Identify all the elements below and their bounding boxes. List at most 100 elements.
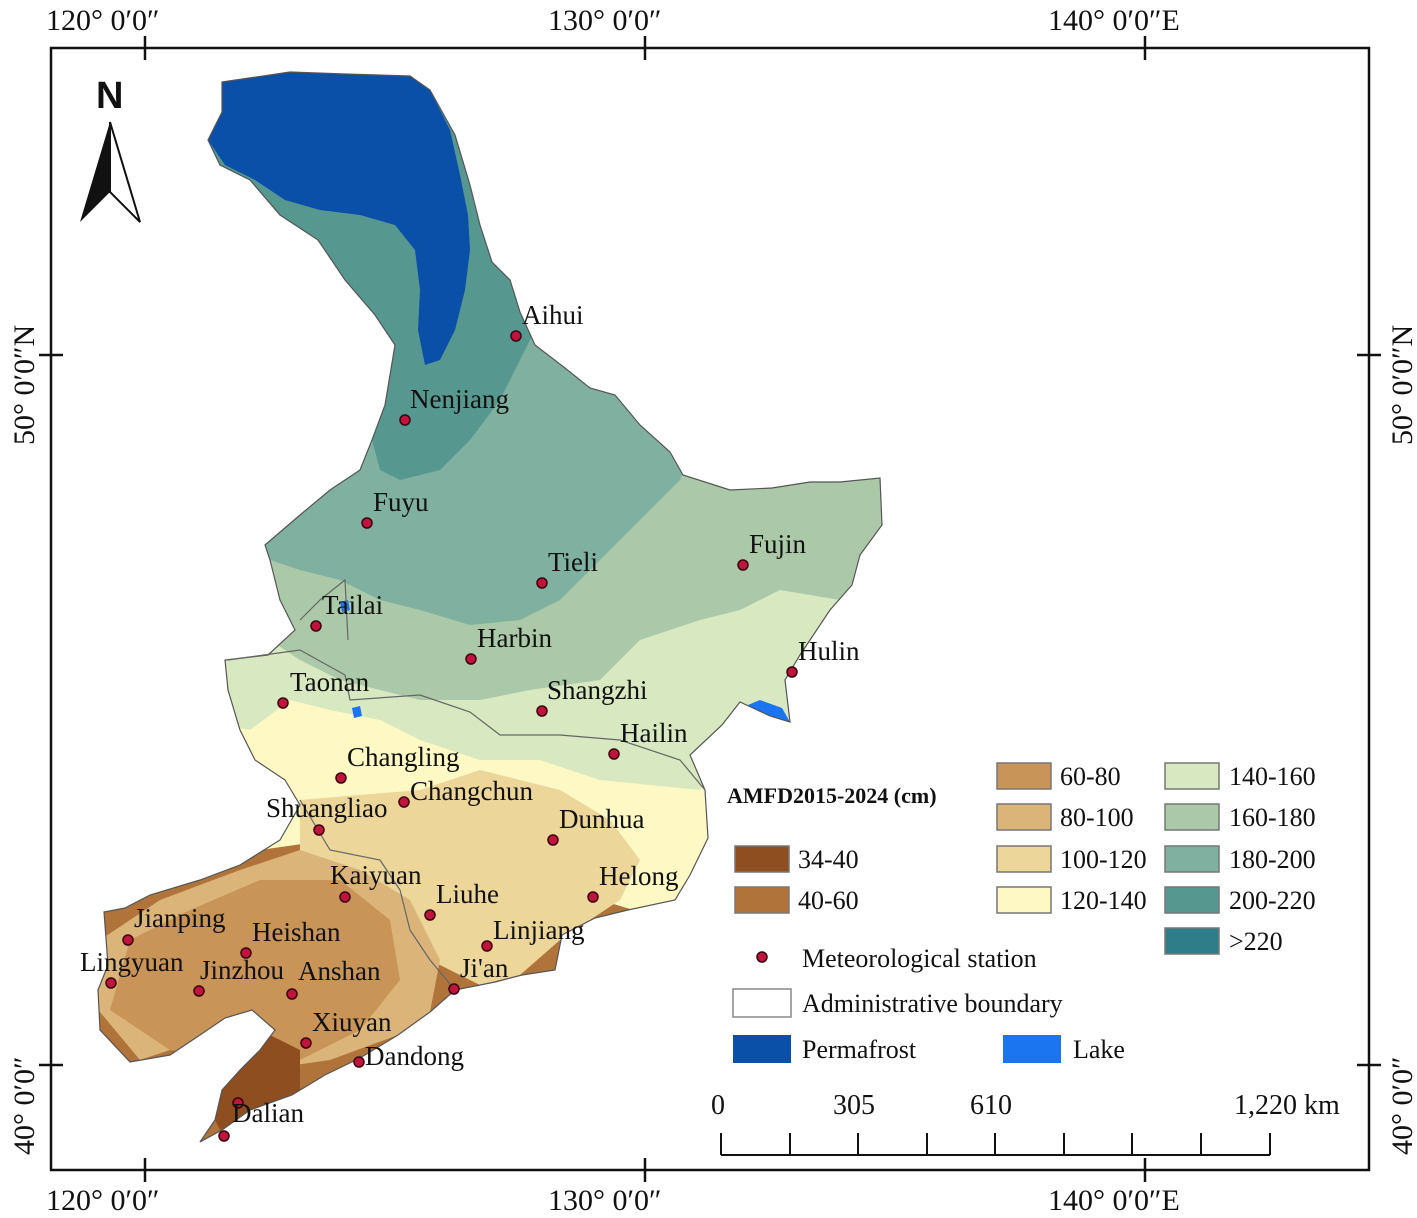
lake-xingkai <box>748 700 790 722</box>
station-label-shuangliao: Shuangliao <box>266 793 388 823</box>
station-label-dunhua: Dunhua <box>559 804 644 834</box>
legend-swatch-100-120 <box>996 845 1052 873</box>
station-helong <box>587 891 599 903</box>
left-coord-40: 40° 0′0″ <box>8 1056 41 1155</box>
station-label-taonan: Taonan <box>290 667 370 697</box>
station-linjiang <box>481 940 493 952</box>
legend-label-gt220: >220 <box>1229 927 1283 956</box>
station-label-jian: Ji'an <box>460 953 509 983</box>
station-dalian-2 <box>218 1130 230 1142</box>
legend-swatch-120-140 <box>996 886 1052 914</box>
bottom-coord-120: 120° 0′0″ <box>46 1184 160 1217</box>
station-label-changling: Changling <box>347 742 460 772</box>
north-arrow-left <box>80 122 110 222</box>
station-changchun <box>398 796 410 808</box>
station-labels: Aihui Nenjiang Fuyu Tieli Fujin Tailai H… <box>80 300 860 1128</box>
lake-small-1 <box>352 706 362 718</box>
legend-title: AMFD2015-2024 (cm) <box>727 783 937 808</box>
boundary-jilin-liaoning <box>299 799 456 991</box>
station-label-anshan: Anshan <box>298 956 381 986</box>
scale-label-610: 610 <box>970 1090 1012 1121</box>
scale-ticks <box>720 1133 1271 1155</box>
station-label-helong: Helong <box>599 861 678 891</box>
scale-label-305: 305 <box>833 1090 875 1121</box>
north-arrow: N <box>80 75 141 223</box>
right-coord-40: 40° 0′0″ <box>1386 1056 1417 1155</box>
station-tailai <box>310 620 322 632</box>
station-label-harbin: Harbin <box>477 623 552 653</box>
station-label-tailai: Tailai <box>322 590 383 620</box>
top-coord-120: 120° 0′0″ <box>46 4 160 37</box>
station-label-dandong: Dandong <box>365 1041 464 1071</box>
station-label-jinzhou: Jinzhou <box>200 955 284 985</box>
legend-label-60-80: 60-80 <box>1060 762 1121 791</box>
station-fuyu <box>361 517 373 529</box>
station-label-xiuyan: Xiuyan <box>312 1007 392 1037</box>
left-coord-50: 50° 0′0″N <box>8 325 41 445</box>
scale-label-1220: 1,220 km <box>1234 1090 1340 1121</box>
station-changling <box>335 772 347 784</box>
station-jianping <box>122 934 134 946</box>
station-label-tieli: Tieli <box>548 547 598 577</box>
top-coord-130: 130° 0′0″ <box>548 4 662 37</box>
station-harbin <box>465 653 477 665</box>
lake-small-2 <box>340 600 350 612</box>
legend-label-40-60: 40-60 <box>798 886 859 915</box>
station-heishan <box>240 947 252 959</box>
legend: AMFD2015-2024 (cm) 34-40 40-60 60-80 80-… <box>727 762 1316 1064</box>
legend-swatch-60-80 <box>996 762 1052 790</box>
station-label-fujin: Fujin <box>749 529 807 559</box>
station-taonan <box>277 697 289 709</box>
station-label-aihui: Aihui <box>522 300 584 330</box>
boundary-inner <box>299 578 349 641</box>
station-hailin <box>608 748 620 760</box>
station-dandong <box>353 1056 365 1068</box>
station-kaiyuan <box>339 891 351 903</box>
station-dalian <box>232 1097 244 1109</box>
station-label-heishan: Heishan <box>252 917 341 947</box>
legend-swatch-40-60 <box>734 886 790 914</box>
station-label-lingyuan: Lingyuan <box>80 947 184 977</box>
legend-swatch-180-200 <box>1164 845 1220 873</box>
station-label-jianping: Jianping <box>134 903 226 933</box>
legend-label-180-200: 180-200 <box>1229 845 1316 874</box>
station-shuangliao <box>313 824 325 836</box>
legend-permafrost-label: Permafrost <box>802 1035 917 1064</box>
legend-permafrost-swatch <box>733 1035 791 1063</box>
legend-swatch-140-160 <box>1164 762 1220 790</box>
scale-label-0: 0 <box>711 1090 725 1121</box>
station-shangzhi <box>536 705 548 717</box>
station-label-hailin: Hailin <box>620 718 688 748</box>
station-xiuyan <box>300 1037 312 1049</box>
legend-swatch-160-180 <box>1164 803 1220 831</box>
station-label-dalian: Dalian <box>232 1098 304 1128</box>
legend-swatch-200-220 <box>1164 886 1220 914</box>
legend-station-label: Meteorological station <box>802 944 1037 973</box>
station-liuhe <box>424 909 436 921</box>
legend-label-34-40: 34-40 <box>798 845 859 874</box>
bottom-coord-140: 140° 0′0″E <box>1048 1184 1180 1217</box>
station-dunhua <box>547 834 559 846</box>
north-arrow-right <box>109 121 141 223</box>
station-label-nenjiang: Nenjiang <box>410 384 509 414</box>
permafrost-area <box>208 72 470 365</box>
station-fujin <box>737 559 749 571</box>
station-label-linjiang: Linjiang <box>493 915 584 945</box>
legend-lake-swatch <box>1003 1035 1061 1063</box>
station-label-liuhe: Liuhe <box>436 879 499 909</box>
station-jinzhou <box>193 985 205 997</box>
station-lingyuan <box>105 977 117 989</box>
station-label-fuyu: Fuyu <box>373 487 429 517</box>
legend-label-80-100: 80-100 <box>1060 803 1134 832</box>
station-jian <box>448 983 460 995</box>
station-label-shangzhi: Shangzhi <box>547 675 648 705</box>
legend-label-160-180: 160-180 <box>1229 803 1316 832</box>
legend-label-140-160: 140-160 <box>1229 762 1316 791</box>
station-label-kaiyuan: Kaiyuan <box>330 860 422 890</box>
station-label-changchun: Changchun <box>410 776 533 806</box>
right-coord-50: 50° 0′0″N <box>1386 325 1417 445</box>
legend-swatch-34-40 <box>734 845 790 873</box>
top-coord-140: 140° 0′0″E <box>1048 4 1180 37</box>
legend-label-100-120: 100-120 <box>1060 845 1147 874</box>
